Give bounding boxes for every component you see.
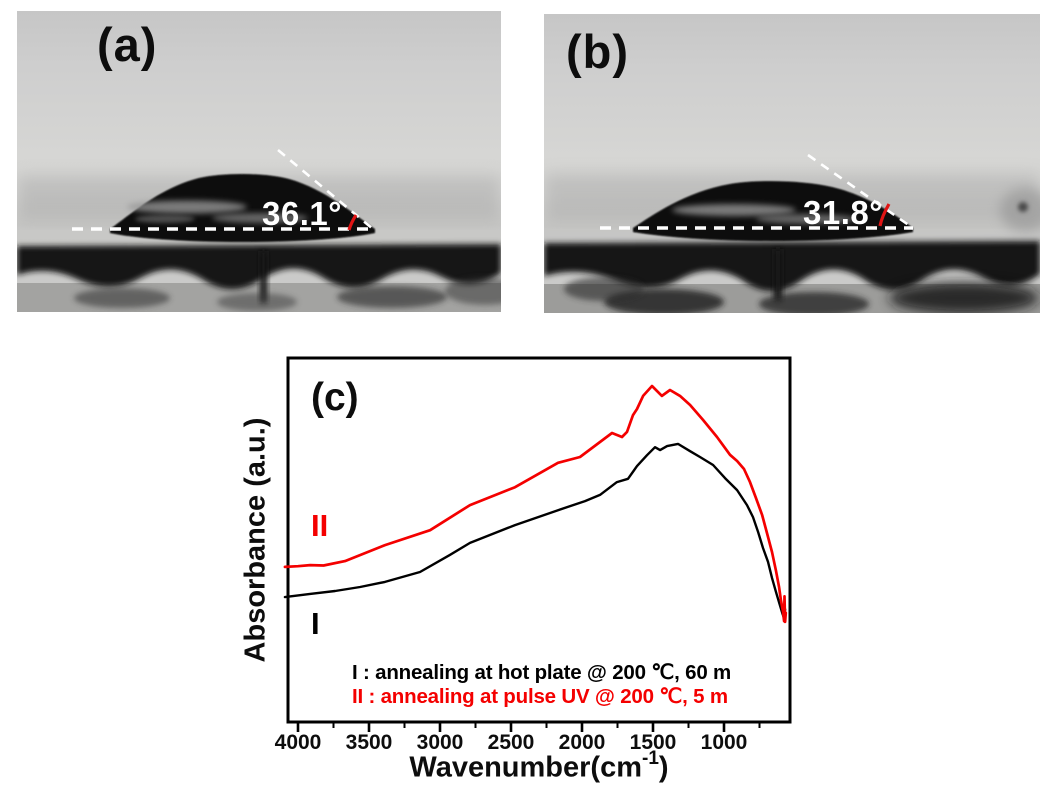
droplet-reflection-streak	[135, 215, 195, 223]
contact-angle-value-a: 36.1°	[262, 195, 342, 232]
contact-angle-arc-marker	[347, 214, 358, 231]
spectrum-curve-II	[283, 384, 788, 624]
substrate-dark-band	[544, 241, 1040, 291]
legend-series-ii: II : annealing at pulse UV @ 200 ℃, 5 m	[352, 685, 728, 708]
panel-b-label: (b)	[566, 25, 630, 78]
droplet-reflection-streak	[212, 213, 308, 223]
substrate-blob	[74, 288, 170, 308]
spectrum-curve-I	[283, 442, 787, 620]
legend-series-i: I : annealing at hot plate @ 200 ℃, 60 m	[352, 661, 732, 684]
series-ii-curve-label: II	[311, 508, 329, 543]
x-axis-title: Wavenumber(cm-1)	[409, 748, 669, 785]
contact-angle-value-b: 31.8°	[803, 194, 883, 231]
substrate-blob	[564, 277, 644, 301]
y-axis-title: Absorbance (a.u.)	[239, 417, 272, 663]
substrate-blob	[337, 286, 447, 308]
droplet-reflection-streak	[756, 214, 856, 224]
substrate-stem	[774, 249, 782, 301]
panel-c-label: (c)	[311, 376, 359, 419]
photo-a-overlay	[17, 149, 501, 312]
substrate-blob	[217, 293, 297, 311]
contact-angle-arc-marker	[878, 203, 891, 227]
x-axis-title-close: )	[658, 751, 669, 784]
panel-a-label: (a)	[97, 18, 158, 71]
x-tick-label: 3500	[346, 731, 393, 754]
background-dust-spot	[1018, 202, 1028, 212]
x-tick-label: 4000	[275, 731, 322, 754]
substrate-blob	[889, 282, 1039, 313]
contact-angle-photo-a: (a) 36.1°	[17, 11, 501, 312]
x-tick-label: 1000	[701, 731, 748, 754]
photo-b-overlay	[544, 153, 1040, 313]
droplet-reflection-streak	[672, 204, 796, 216]
contact-angle-photo-b: (b) 31.8°	[544, 14, 1040, 313]
substrate-blob	[445, 277, 501, 305]
x-axis-title-text: Wavenumber(cm	[409, 751, 643, 784]
substrate-stem	[260, 251, 267, 303]
tangent-dashed-line	[807, 153, 914, 230]
x-axis-title-exponent: -1	[642, 748, 659, 769]
droplet-reflection-streak	[127, 200, 247, 214]
substrate-dark-band	[17, 244, 501, 289]
series-i-curve-label: I	[311, 606, 320, 641]
substrate-blob	[759, 292, 869, 313]
